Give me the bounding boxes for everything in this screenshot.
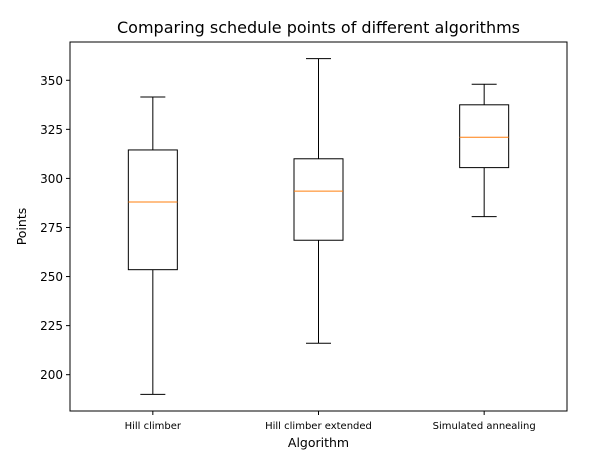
y-axis-ticks: 200 225 250 275 300 325 350: [40, 74, 70, 382]
x-tick-label: Simulated annealing: [433, 421, 536, 432]
iqr-box: [127, 149, 178, 271]
iqr-box: [459, 104, 510, 169]
y-tick-label: 300: [40, 172, 63, 186]
y-tick-label: 200: [40, 368, 63, 382]
y-tick-label: 225: [40, 319, 63, 333]
plot-frame: [69, 41, 568, 412]
y-tick-label: 250: [40, 270, 63, 284]
x-tick-label: Hill climber extended: [265, 421, 372, 432]
x-axis-label: Algorithm: [288, 435, 349, 450]
iqr-box: [293, 158, 344, 241]
y-axis-label: Points: [14, 208, 29, 246]
boxes-group: [127, 58, 510, 395]
x-tick-label: Hill climber: [125, 421, 182, 432]
y-tick-label: 275: [40, 221, 63, 235]
y-tick-label: 350: [40, 74, 63, 88]
box-2: [293, 58, 344, 344]
box-1: [127, 96, 178, 395]
box-3: [459, 83, 510, 218]
y-tick-label: 325: [40, 123, 63, 137]
chart-title: Comparing schedule points of different a…: [117, 18, 520, 37]
x-axis-ticks: Hill climber Hill climber extended Simulat…: [125, 411, 536, 432]
